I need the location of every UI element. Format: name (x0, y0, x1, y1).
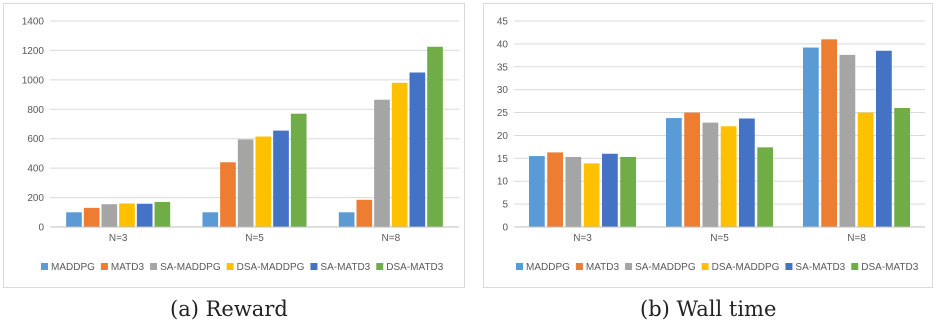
bar-sa-maddpg-n8 (374, 99, 390, 227)
bar-matd3-n5 (220, 162, 236, 227)
bar-sa-matd3-n3 (602, 153, 618, 227)
legend-label: SA-MADDPG (160, 262, 221, 273)
bar-dsa-matd3-n8 (427, 46, 443, 227)
bar-sa-maddpg-n3 (565, 156, 582, 227)
y-tick-label: 0 (502, 223, 508, 234)
y-tick-label: 400 (27, 164, 44, 175)
bar-maddpg-n8 (338, 212, 355, 227)
bar-matd3-n8 (821, 39, 837, 227)
y-tick-label: 1400 (22, 17, 45, 28)
y-tick-label: 35 (497, 62, 509, 73)
bar-maddpg-n8 (802, 47, 819, 227)
bar-matd3-n8 (356, 199, 373, 227)
legend-label: DSA-MATD3 (386, 262, 443, 273)
x-tick-label: N=8 (382, 233, 401, 244)
bar-sa-maddpg-n3 (101, 204, 118, 227)
caption-reward: (a) Reward (170, 297, 288, 321)
y-tick-label: 800 (27, 105, 44, 116)
bar-matd3-n3 (547, 152, 563, 227)
legend-swatch (851, 263, 859, 270)
legend-swatch (150, 263, 158, 270)
bar-sa-maddpg-n8 (839, 54, 856, 228)
legend-swatch (516, 263, 523, 270)
wall-time-chart: 0 5 10 15 20 25 30 35 40 45 N=3 N=5 N=8 MADDPG MATD3 SA… (497, 17, 925, 273)
bar-dsa-matd3-n8 (894, 107, 911, 227)
y-tick-label: 20 (497, 131, 509, 142)
caption-wall-time: (b) Wall time (640, 297, 777, 321)
bar-sa-matd3-n3 (136, 203, 153, 227)
bar-maddpg-n5 (665, 118, 682, 227)
bar-sa-maddpg-n5 (702, 122, 719, 227)
x-tick-label: N=3 (109, 233, 128, 244)
legend-swatch (625, 263, 633, 270)
bar-dsa-matd3-n5 (290, 113, 307, 227)
bar-dsa-maddpg-n8 (857, 112, 874, 227)
bar-sa-matd3-n5 (739, 118, 755, 227)
legend-label: SA-MATD3 (795, 262, 845, 273)
bar-dsa-maddpg-n8 (391, 82, 408, 227)
y-tick-label: 25 (497, 108, 509, 119)
legend-label: DSA-MATD3 (861, 262, 918, 273)
legend: MADDPG MATD3 SA-MADDPG DSA-MADDPG SA-MATD3 DS… (516, 262, 919, 273)
reward-chart: 0 200 400 600 800 1000 1200 1400 N=3 N=5 N=8 MADDPG… (22, 17, 459, 273)
bar-sa-matd3-n8 (876, 50, 892, 227)
bar-maddpg-n5 (202, 212, 219, 227)
y-tick-label: 5 (502, 200, 508, 211)
y-tick-label: 30 (497, 85, 509, 96)
bar-dsa-maddpg-n3 (119, 203, 135, 227)
bar-dsa-matd3-n5 (757, 147, 774, 227)
bar-matd3-n5 (684, 112, 700, 227)
x-tick-label: N=5 (710, 233, 729, 244)
x-tick-label: N=5 (245, 233, 264, 244)
legend-label: DSA-MADDPG (237, 262, 305, 273)
bar-sa-matd3-n8 (409, 72, 426, 227)
y-tick-label: 1000 (22, 75, 45, 86)
bar-matd3-n3 (83, 207, 100, 227)
legend-label: MADDPG (526, 262, 570, 273)
bar-dsa-maddpg-n5 (255, 136, 272, 227)
bar-dsa-maddpg-n3 (583, 163, 600, 227)
y-tick-label: 15 (497, 154, 509, 165)
legend-swatch (310, 263, 318, 270)
legend-label: MATD3 (111, 262, 145, 273)
legend-swatch (100, 263, 108, 270)
legend-label: DSA-MADDPG (712, 262, 780, 273)
legend-swatch (785, 263, 793, 270)
y-tick-label: 40 (497, 39, 509, 50)
y-tick-label: 0 (38, 223, 44, 234)
y-tick-label: 1200 (22, 46, 45, 57)
bar-maddpg-n3 (66, 212, 82, 227)
legend-swatch (376, 263, 384, 270)
legend-swatch (226, 263, 234, 270)
legend-label: MADDPG (51, 262, 95, 273)
y-tick-label: 10 (497, 177, 509, 188)
y-tick-label: 45 (497, 17, 509, 28)
bar-dsa-matd3-n3 (620, 156, 637, 227)
bar-maddpg-n3 (528, 156, 545, 227)
legend: MADDPG MATD3 SA-MADDPG DSA-MADDPG SA-MATD3 DS… (41, 262, 444, 273)
x-tick-label: N=8 (847, 233, 866, 244)
bar-dsa-maddpg-n5 (720, 126, 737, 227)
legend-label: SA-MADDPG (635, 262, 696, 273)
x-tick-label: N=3 (573, 233, 592, 244)
legend-swatch (701, 263, 709, 270)
bar-sa-maddpg-n5 (237, 139, 254, 227)
bar-dsa-matd3-n3 (154, 201, 171, 227)
legend-label: MATD3 (586, 262, 620, 273)
legend-swatch (41, 263, 48, 270)
legend-label: SA-MATD3 (320, 262, 370, 273)
bar-sa-matd3-n5 (273, 130, 289, 227)
legend-swatch (575, 263, 583, 270)
y-tick-label: 600 (27, 134, 44, 145)
wall-time-chart-panel: 0 5 10 15 20 25 30 35 40 45 N=3 N=5 N=8 MADDPG MATD3 SA… (483, 3, 933, 288)
y-tick-label: 200 (27, 193, 44, 204)
reward-chart-panel: 0 200 400 600 800 1000 1200 1400 N=3 N=5 N=8 MADDPG… (3, 3, 465, 288)
